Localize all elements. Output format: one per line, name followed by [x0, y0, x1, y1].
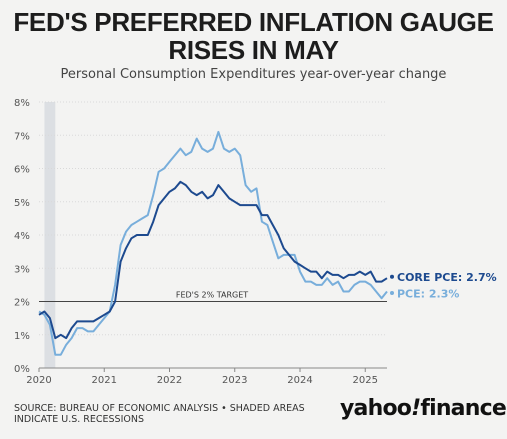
- chart-title: FED'S PREFERRED INFLATION GAUGE RISES IN…: [0, 8, 507, 64]
- x-tick-label: 2023: [222, 375, 247, 386]
- y-tick-label: 0%: [14, 364, 30, 375]
- end-label-dot: [390, 274, 394, 279]
- y-tick-label: 5%: [14, 198, 30, 209]
- y-tick-label: 7%: [14, 131, 30, 142]
- target-label: FED'S 2% TARGET: [176, 291, 248, 300]
- yahoo-finance-logo: yahoo!finance: [340, 396, 507, 421]
- series-line-pce: [38, 130, 388, 356]
- chart-subtitle: Personal Consumption Expenditures year-o…: [60, 67, 447, 82]
- series-line-core-pce: [38, 180, 388, 340]
- y-tick-label: 1%: [14, 331, 30, 342]
- end-label-pce: PCE: 2.3%: [397, 288, 459, 301]
- source-line-2: INDICATE U.S. RECESSIONS: [14, 414, 145, 425]
- source-line-1: SOURCE: BUREAU OF ECONOMIC ANALYSIS • SH…: [14, 403, 305, 414]
- end-label-dot: [390, 291, 394, 296]
- y-tick-label: 2%: [14, 298, 30, 309]
- y-tick-label: 4%: [14, 231, 30, 242]
- title-line-1: FED'S PREFERRED INFLATION GAUGE: [13, 7, 494, 37]
- title-line-2: RISES IN MAY: [168, 35, 339, 65]
- x-tick-label: 2025: [353, 375, 378, 386]
- logo-yahoo: yahoo: [340, 396, 412, 421]
- source-note: SOURCE: BUREAU OF ECONOMIC ANALYSIS • SH…: [14, 403, 314, 425]
- x-tick-label: 2024: [287, 375, 312, 386]
- x-tick-label: 2021: [92, 375, 117, 386]
- recession-band: [44, 102, 56, 368]
- y-tick-label: 8%: [14, 98, 30, 109]
- logo-mark: !: [411, 396, 421, 421]
- x-tick-label: 2020: [26, 375, 51, 386]
- y-tick-label: 6%: [14, 165, 30, 176]
- y-tick-label: 3%: [14, 264, 30, 275]
- logo-finance: finance: [420, 396, 506, 421]
- x-tick-label: 2022: [157, 375, 182, 386]
- end-label-core-pce: CORE PCE: 2.7%: [397, 271, 497, 284]
